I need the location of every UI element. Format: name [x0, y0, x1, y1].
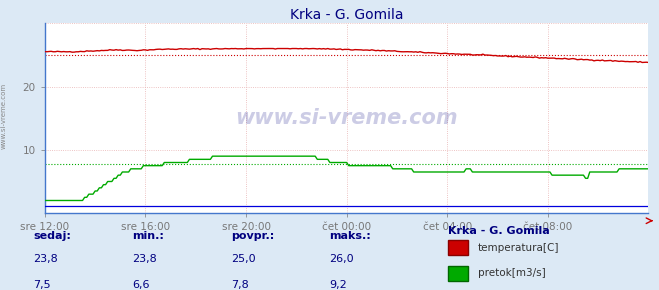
- Bar: [448, 266, 468, 281]
- Text: temperatura[C]: temperatura[C]: [478, 242, 559, 253]
- Text: 23,8: 23,8: [132, 254, 157, 264]
- Text: 25,0: 25,0: [231, 254, 255, 264]
- Text: 9,2: 9,2: [330, 280, 347, 289]
- Text: www.si-vreme.com: www.si-vreme.com: [0, 83, 7, 149]
- Text: 6,6: 6,6: [132, 280, 150, 289]
- Text: 7,5: 7,5: [33, 280, 51, 289]
- Text: 23,8: 23,8: [33, 254, 58, 264]
- Bar: [448, 240, 468, 255]
- Title: Krka - G. Gomila: Krka - G. Gomila: [290, 8, 403, 22]
- Text: maks.:: maks.:: [330, 231, 371, 241]
- Text: pretok[m3/s]: pretok[m3/s]: [478, 268, 546, 278]
- Text: Krka - G. Gomila: Krka - G. Gomila: [448, 226, 550, 236]
- Text: povpr.:: povpr.:: [231, 231, 274, 241]
- Text: www.si-vreme.com: www.si-vreme.com: [235, 108, 458, 128]
- Text: sedaj:: sedaj:: [33, 231, 71, 241]
- Text: min.:: min.:: [132, 231, 163, 241]
- Text: 26,0: 26,0: [330, 254, 354, 264]
- Text: 7,8: 7,8: [231, 280, 248, 289]
